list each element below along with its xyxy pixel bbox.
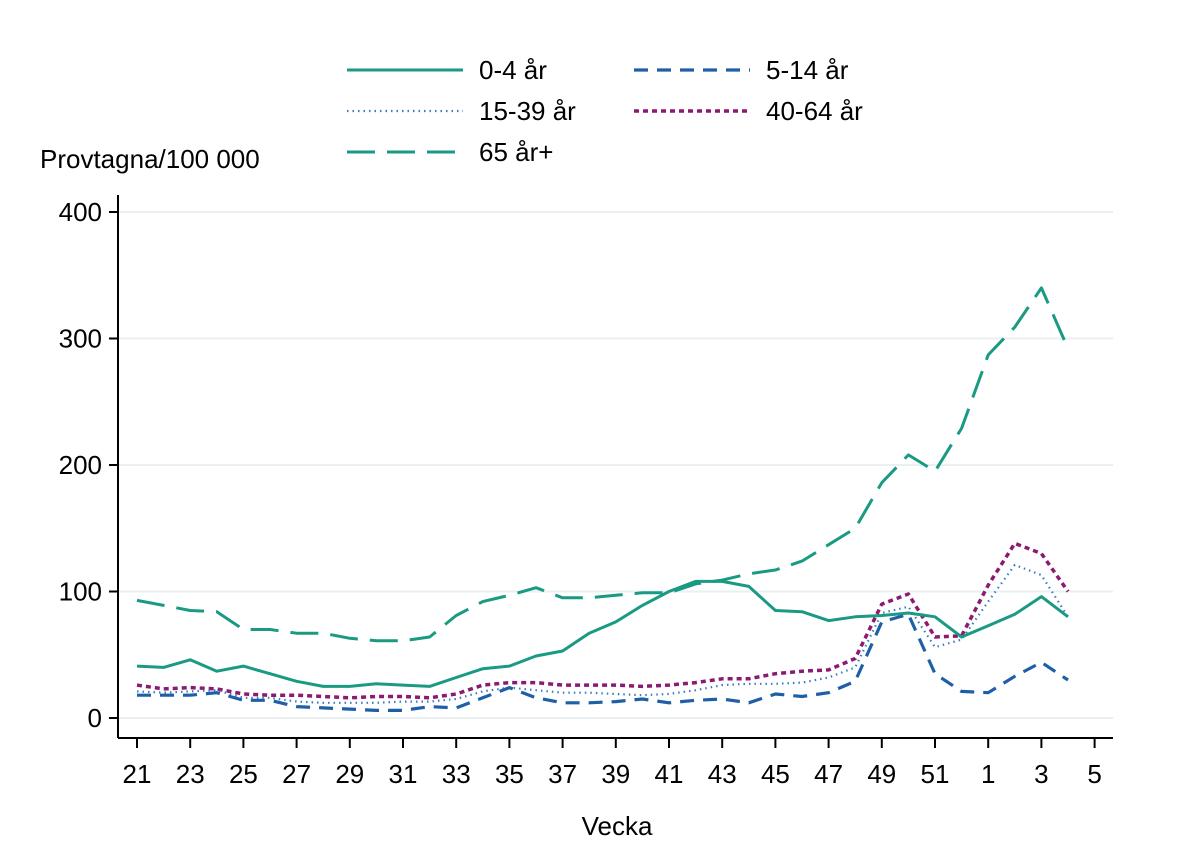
legend-label: 5-14 år (766, 55, 849, 85)
y-axis-title: Provtagna/100 000 (40, 144, 260, 174)
series-line-40-64-r (136, 541, 1070, 700)
x-tick-label: 41 (655, 759, 684, 789)
legend: 0-4 år 5-14 år 15-39 år 40-64 år 65 år+ (347, 55, 863, 167)
x-tick-label: 35 (495, 759, 524, 789)
gridlines (118, 211, 1113, 719)
x-tick-label: 29 (335, 759, 364, 789)
y-tick-label: 400 (59, 197, 102, 227)
x-tick-label: 23 (176, 759, 205, 789)
series-line-5-14-r (137, 612, 1069, 713)
legend-label: 0-4 år (479, 55, 547, 85)
x-axis-title: Vecka (582, 811, 653, 841)
legend-label: 40-64 år (766, 96, 863, 126)
x-tick-label: 1 (981, 759, 995, 789)
y-axis-ticks: 0 100 200 300 400 (59, 197, 118, 733)
x-tick-label: 3 (1034, 759, 1048, 789)
x-tick-label: 27 (282, 759, 311, 789)
x-tick-label: 21 (123, 759, 152, 789)
x-tick-label: 47 (814, 759, 843, 789)
x-tick-label: 5 (1087, 759, 1101, 789)
legend-label: 15-39 år (479, 96, 576, 126)
x-tick-label: 43 (708, 759, 737, 789)
x-tick-label: 49 (867, 759, 896, 789)
x-tick-label: 31 (389, 759, 418, 789)
x-tick-label: 25 (229, 759, 258, 789)
x-axis-ticks: 21 23 25 27 29 31 33 35 37 39 41 43 45 47 49 51 1 3 5 (123, 738, 1102, 789)
x-tick-label: 33 (442, 759, 471, 789)
y-tick-label: 300 (59, 324, 102, 354)
y-tick-label: 0 (88, 703, 102, 733)
x-tick-label: 45 (761, 759, 790, 789)
axes (117, 195, 1113, 739)
series-line-0-4-r (136, 579, 1069, 688)
x-tick-label: 39 (601, 759, 630, 789)
y-tick-label: 200 (59, 450, 102, 480)
y-tick-label: 100 (59, 577, 102, 607)
legend-label: 65 år+ (479, 137, 553, 167)
series-line-15-39-r (136, 563, 1069, 704)
x-tick-label: 51 (921, 759, 950, 789)
x-tick-label: 37 (548, 759, 577, 789)
series-lines (136, 286, 1070, 713)
series-line-65-rplus (136, 286, 1070, 643)
